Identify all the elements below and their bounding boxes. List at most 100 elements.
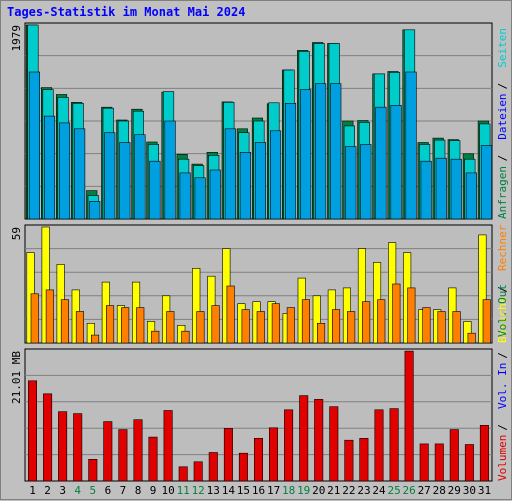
bar-volumen-day-31 (479, 424, 489, 482)
bar-seiten-day-22 (345, 146, 357, 220)
x-tick-label: 12 (192, 484, 205, 497)
x-tick-label: 16 (252, 484, 265, 497)
bar-seiten-day-25 (390, 105, 402, 220)
bar-volumen-day-10 (163, 410, 173, 482)
bar-seiten-day-21 (330, 83, 342, 220)
bar-seiten-day-15 (239, 152, 251, 220)
bar-volumen-day-16 (254, 437, 264, 482)
bar-seiten-day-31 (480, 145, 493, 220)
legend-label-vol-in: Vol. In (496, 363, 509, 409)
bar-rechner-day-27 (422, 307, 431, 344)
x-tick-label: 10 (161, 484, 174, 497)
x-tick-label: 2 (44, 484, 51, 497)
bar-volumen-day-15 (238, 452, 248, 482)
x-tick-label: 6 (105, 484, 112, 497)
bar-volumen-day-24 (374, 409, 384, 482)
bar-seiten-day-16 (254, 142, 266, 220)
x-tick-label: 11 (177, 484, 190, 497)
bar-rechner-day-26 (407, 287, 416, 344)
bar-seiten-day-12 (194, 177, 206, 220)
bar-seiten-day-17 (269, 130, 282, 220)
bar-rechner-day-20 (316, 322, 326, 344)
x-tick-label: 28 (433, 484, 446, 497)
bar-volumen-day-4 (73, 413, 83, 482)
x-tick-label: 25 (387, 484, 400, 497)
x-tick-label: 22 (342, 484, 355, 497)
x-tick-label: 29 (448, 484, 461, 497)
x-tick-label: 20 (312, 484, 325, 497)
ymax-label-volume: 21.01 MB (10, 351, 23, 404)
bar-rechner-day-11 (181, 330, 190, 344)
x-tick-label: 27 (418, 484, 431, 497)
bar-volumen-day-22 (344, 439, 354, 482)
bar-rechner-day-6 (106, 305, 115, 344)
x-tick-label: 3 (59, 484, 66, 497)
legend-label-rechner: Rechner (496, 224, 509, 271)
bar-volumen-day-12 (193, 461, 203, 482)
bar-rechner-day-25 (392, 283, 401, 344)
bar-volumen-day-26 (404, 350, 414, 482)
bar-rechner-day-22 (347, 311, 356, 344)
bar-seiten-day-11 (179, 172, 191, 220)
bar-rechner-day-5 (91, 334, 100, 344)
bar-seiten-day-2 (43, 115, 56, 220)
bar-rechner-day-2 (45, 289, 54, 344)
bar-rechner-day-29 (452, 311, 461, 344)
legend-label-anfragen: Anfragen (496, 166, 509, 219)
bar-rechner-day-15 (241, 309, 250, 344)
bar-seiten-day-29 (450, 158, 462, 220)
bar-seiten-day-23 (360, 144, 372, 220)
ymax-label-hits: 1979 (10, 25, 23, 52)
bar-rechner-day-8 (136, 307, 145, 344)
x-tick-label: 31 (478, 484, 491, 497)
bar-volumen-day-5 (88, 458, 98, 482)
bar-rechner-day-23 (362, 301, 371, 344)
bar-rechner-day-24 (377, 299, 386, 344)
bar-volumen-day-18 (284, 409, 294, 482)
legend-separator: / (496, 424, 509, 431)
x-tick-label: 18 (282, 484, 295, 497)
bar-volumen-day-14 (223, 428, 233, 482)
bar-besuche-day-30 (463, 321, 472, 344)
bar-volumen-day-11 (178, 466, 188, 482)
legend-label-vol-out: Vol. Out (496, 284, 509, 337)
bar-volumen-day-7 (118, 429, 128, 482)
legend-separator: / (496, 352, 509, 359)
x-tick-label: 4 (74, 484, 81, 497)
x-tick-label: 15 (237, 484, 250, 497)
bar-rechner-day-13 (211, 305, 220, 344)
bar-besuche-day-2 (41, 226, 50, 344)
bar-seiten-day-28 (435, 157, 447, 220)
bar-rechner-day-30 (467, 332, 476, 344)
bar-seiten-day-30 (465, 172, 477, 220)
bar-besuche-day-23 (357, 248, 367, 344)
bar-volumen-day-9 (148, 436, 158, 482)
bar-besuche-day-31 (478, 234, 487, 344)
bar-rechner-day-28 (437, 311, 446, 344)
bar-seiten-day-9 (149, 160, 161, 220)
bar-volumen-day-28 (434, 443, 444, 482)
bar-volumen-day-17 (268, 427, 278, 482)
bar-seiten-day-18 (284, 103, 297, 220)
bar-seiten-day-27 (420, 160, 432, 220)
bar-seiten-day-13 (209, 169, 221, 220)
bar-seiten-day-7 (119, 142, 131, 220)
x-tick-label: 17 (267, 484, 280, 497)
bar-rechner-day-14 (226, 285, 235, 344)
x-tick-label: 23 (357, 484, 370, 497)
x-tick-label: 7 (120, 484, 127, 497)
bar-seiten-day-20 (315, 83, 327, 220)
bar-rechner-day-9 (151, 330, 160, 344)
bar-rechner-day-3 (60, 299, 70, 344)
bar-rechner-day-18 (286, 307, 295, 344)
bar-seiten-day-5 (89, 201, 101, 220)
bar-volumen-day-2 (43, 393, 53, 482)
x-tick-label: 9 (150, 484, 157, 497)
bar-seiten-day-8 (134, 134, 146, 220)
x-tick-label: 30 (463, 484, 476, 497)
legend-separator: / (496, 83, 509, 90)
bar-seiten-day-3 (58, 122, 71, 220)
bar-volumen-day-6 (103, 421, 113, 482)
